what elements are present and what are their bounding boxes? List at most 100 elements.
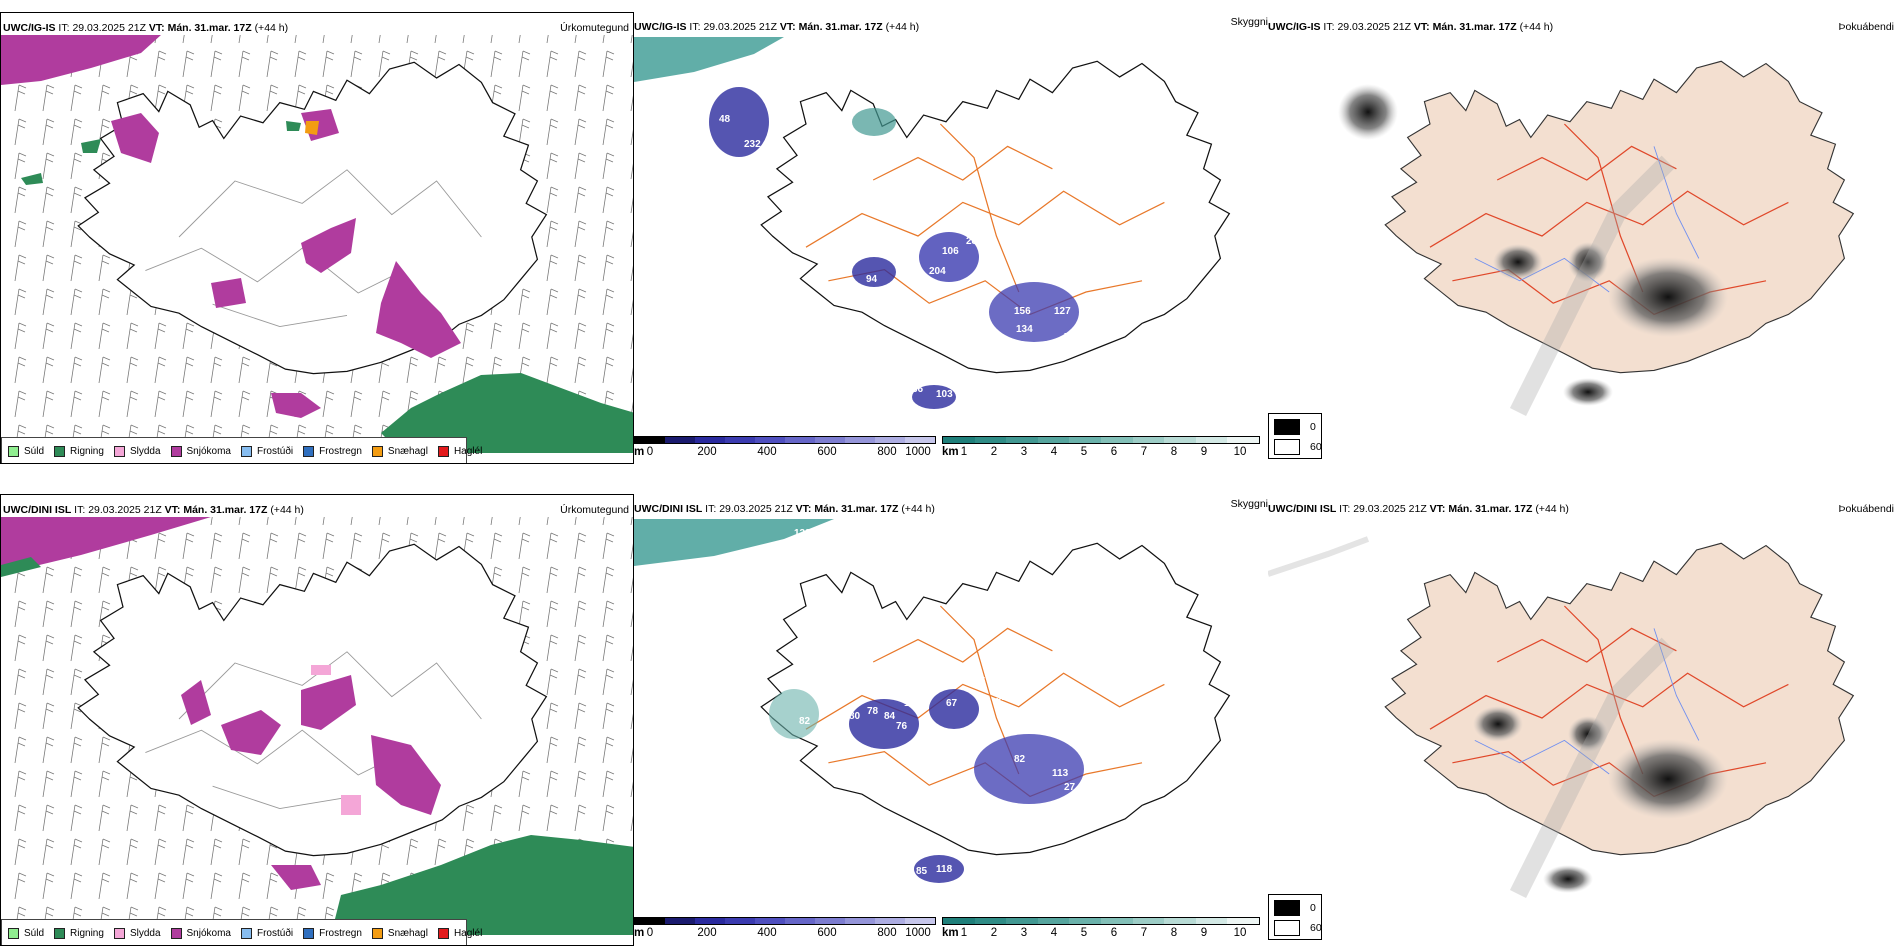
legend-item: Rigning: [54, 445, 104, 457]
svg-text:27: 27: [1064, 782, 1076, 793]
fog-panel-row1: UWC/IG-IS IT: 29.03.2025 21Z VT: Mán. 31…: [1268, 12, 1900, 464]
snow-patches: [111, 109, 461, 418]
svg-text:127: 127: [1054, 306, 1071, 317]
legend-item: Frostúði: [240, 927, 293, 939]
visibility-map: 174 48 232 94 204 106 28 130 156 127 134…: [634, 37, 1230, 409]
legend-item: Frostregn: [303, 927, 362, 939]
it-label: IT:: [58, 22, 70, 34]
lead-time: (+44 h): [885, 21, 920, 33]
it-value: 29.03.2025 21Z: [1337, 21, 1411, 33]
svg-text:94: 94: [866, 274, 878, 285]
svg-text:103: 103: [936, 389, 953, 400]
vt-label: VT:: [148, 22, 165, 34]
model-name: UWC/IG-IS: [3, 22, 56, 34]
lead-time: (+44 h): [901, 503, 935, 515]
precip-panel-row2: UWC/DINI ISL IT: 29.03.2025 21Z VT: Mán.…: [0, 494, 634, 946]
it-value: 29.03.2025 21Z: [88, 504, 162, 516]
visibility-patches: [709, 87, 1079, 409]
svg-text:187: 187: [1012, 716, 1029, 727]
svg-text:80: 80: [849, 711, 861, 722]
visibility-panel-row1: UWC/IG-IS IT: 29.03.2025 21Z VT: Mán. 31…: [634, 12, 1268, 464]
svg-text:174: 174: [762, 66, 779, 77]
panel-header: UWC/DINI ISL IT: 29.03.2025 21Z VT: Mán.…: [3, 504, 304, 516]
legend-item: Súld: [8, 445, 44, 457]
svg-text:31: 31: [996, 692, 1008, 703]
ceiling-unit: m: [634, 927, 645, 939]
it-value: 29.03.2025 21Z: [1353, 503, 1427, 515]
snow-area: [1, 35, 161, 85]
legend-item: Slydda: [113, 445, 161, 457]
svg-text:28: 28: [966, 236, 978, 247]
ceiling-strip: [634, 917, 936, 925]
legend-item: Súld: [8, 927, 44, 939]
lead-time: (+44 h): [270, 504, 304, 516]
legend-item: Haglél: [437, 927, 482, 939]
vt-value: Mán. 31.mar. 17Z: [1448, 503, 1533, 515]
svg-text:232: 232: [744, 139, 761, 150]
svg-text:106: 106: [942, 246, 959, 257]
legend-item: Haglél: [437, 445, 482, 457]
it-label: IT:: [1339, 503, 1351, 515]
vis-labels: 133 82 80 78 84 76 109 67 17 31 187 82 1…: [794, 528, 1076, 877]
precip-legend: Súld Rigning Slydda Snjókoma Frostúði Fr…: [1, 437, 482, 463]
vt-value: Mán. 31.mar. 17Z: [183, 504, 268, 516]
vis-strip: [942, 436, 1260, 444]
ceiling-unit: m: [634, 446, 645, 458]
legend-item: Frostúði: [240, 445, 293, 457]
it-value: 29.03.2025 21Z: [703, 21, 777, 33]
vt-label: VT:: [779, 21, 796, 33]
svg-text:133: 133: [794, 528, 811, 539]
vt-label: VT:: [164, 504, 181, 516]
panel-header: UWC/IG-IS IT: 29.03.2025 21Z VT: Mán. 31…: [3, 22, 288, 34]
visibility-panel-row2: UWC/DINI ISL IT: 29.03.2025 21Z VT: Mán.…: [634, 494, 1268, 946]
fog-panel-row2: UWC/DINI ISL IT: 29.03.2025 21Z VT: Mán.…: [1268, 494, 1900, 946]
legend-item: Snjókoma: [170, 927, 231, 939]
vt-value: Mán. 31.mar. 17Z: [798, 21, 883, 33]
fog-map: [1338, 60, 1854, 417]
model-name: UWC/DINI ISL: [3, 504, 72, 516]
vis-title: Skyggni: [1230, 16, 1268, 28]
vis-colorbar-row2: km 1 2 3 4 5 6 7 8 9 10: [942, 917, 1262, 947]
svg-text:82: 82: [799, 716, 811, 727]
model-name: UWC/DINI ISL: [634, 503, 703, 515]
vis-colorbar-row1: km 1 2 3 4 5 6 7 8 9 10: [942, 436, 1262, 466]
vt-value: Mán. 31.mar. 17Z: [814, 503, 899, 515]
it-label: IT:: [705, 503, 717, 515]
legend-item: Slydda: [113, 927, 161, 939]
ceiling-colorbar-row1: m 0 200 400 600 800 1000: [634, 436, 936, 466]
vis-unit: km: [942, 927, 959, 939]
svg-text:84: 84: [884, 711, 896, 722]
precip-panel-row1: UWC/IG-IS IT: 29.03.2025 21Z VT: Mán. 31…: [0, 12, 634, 464]
legend-item: Rigning: [54, 927, 104, 939]
fog-legend-row1: 0 60: [1268, 413, 1322, 459]
vis-strip: [942, 917, 1260, 925]
svg-text:134: 134: [1016, 324, 1033, 335]
svg-text:118: 118: [936, 864, 953, 875]
it-label: IT:: [74, 504, 86, 516]
lead-time: (+44 h): [1519, 21, 1554, 33]
it-label: IT:: [689, 21, 701, 33]
it-value: 29.03.2025 21Z: [72, 22, 146, 34]
svg-text:85: 85: [916, 866, 928, 877]
ceiling-colorbar-row2: m 0 200 400 600 800 1000: [634, 917, 936, 947]
svg-text:66: 66: [912, 384, 924, 395]
model-name: UWC/IG-IS: [634, 21, 687, 33]
panel-header: UWC/IG-IS IT: 29.03.2025 21Z VT: Mán. 31…: [634, 21, 919, 33]
visibility-map: 133 82 80 78 84 76 109 67 17 31 187 82 1…: [634, 519, 1230, 883]
precip-legend: Súld Rigning Slydda Snjókoma Frostúði Fr…: [1, 919, 482, 945]
svg-text:78: 78: [1064, 332, 1076, 343]
fog-map: [1268, 536, 1854, 899]
vt-label: VT:: [1413, 21, 1430, 33]
vis-labels: 174 48 232 94 204 106 28 130 156 127 134…: [719, 66, 1076, 400]
it-value: 29.03.2025 21Z: [719, 503, 793, 515]
vt-label: VT:: [1429, 503, 1446, 515]
svg-text:113: 113: [1052, 768, 1069, 779]
vt-value: Mán. 31.mar. 17Z: [1432, 21, 1517, 33]
precip-map: [1, 517, 633, 935]
legend-item: Snæhagl: [371, 445, 428, 457]
vt-value: Mán. 31.mar. 17Z: [167, 22, 252, 34]
model-name: UWC/DINI ISL: [1268, 503, 1337, 515]
panel-header: UWC/DINI ISL IT: 29.03.2025 21Z VT: Mán.…: [1268, 503, 1569, 515]
svg-text:82: 82: [1014, 754, 1026, 765]
svg-text:78: 78: [867, 706, 879, 717]
